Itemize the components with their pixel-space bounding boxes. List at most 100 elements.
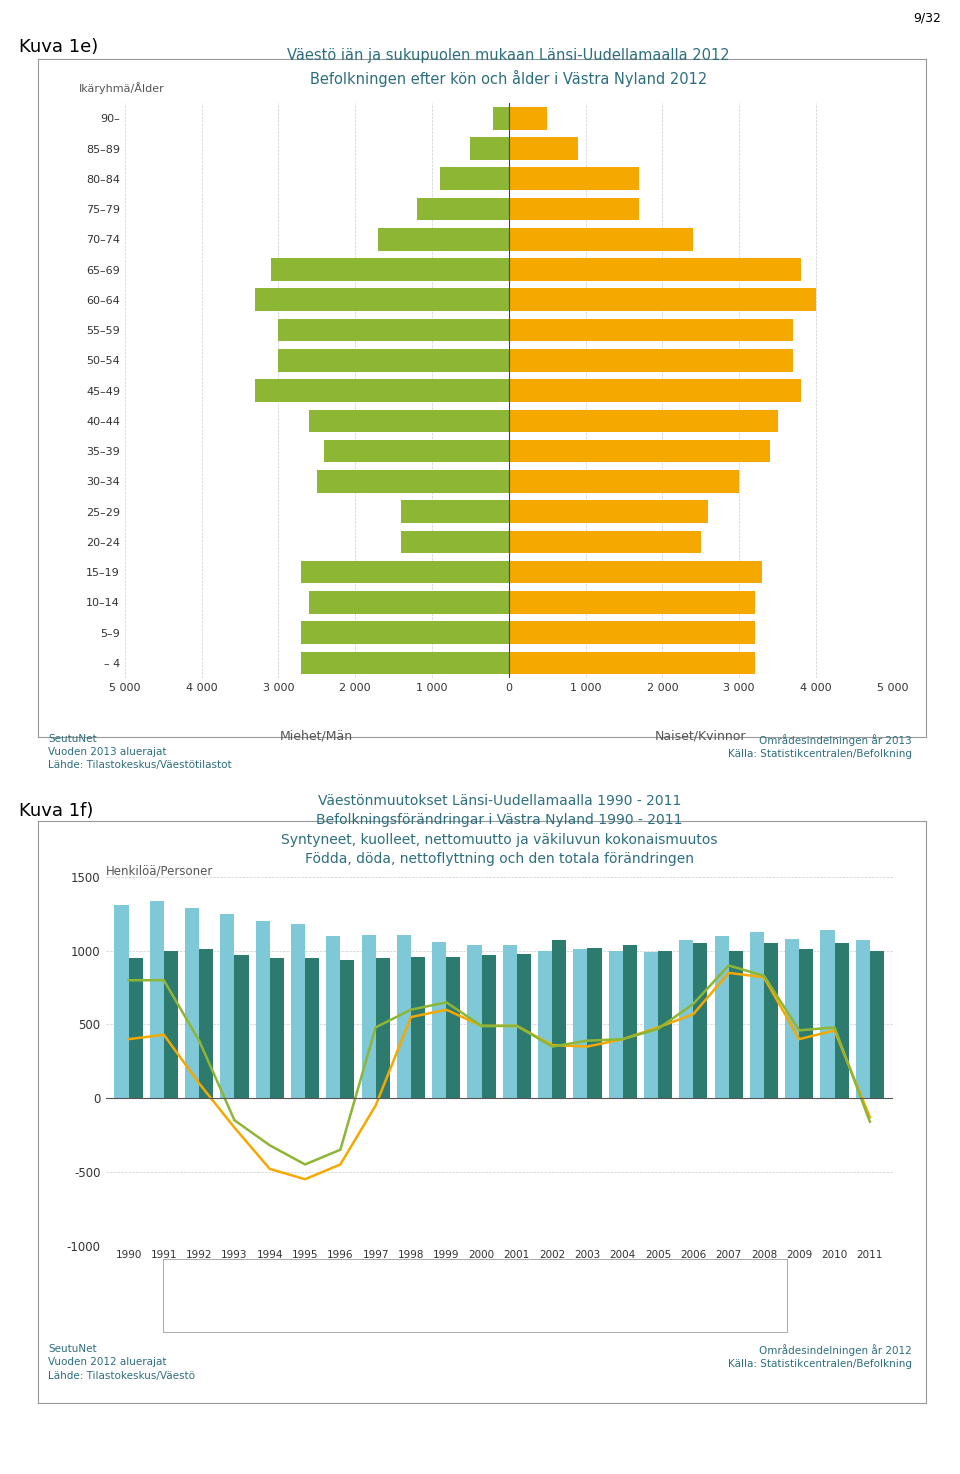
Bar (440, 168, 509, 190)
Nettomuutto/Nettoflyttning (264, 1160, 276, 1178)
Väkiluvun kokonaismuutos/Den totala förändringen (582, 1032, 593, 1049)
Nettomuutto/Nettoflyttning (228, 1119, 240, 1136)
Bar (255, 379, 509, 402)
Nettomuutto/Nettoflyttning (193, 1075, 204, 1092)
Nettomuutto/Nettoflyttning (617, 1030, 629, 1048)
Bar (417, 198, 509, 221)
Bar (164, 951, 178, 1098)
Bar (362, 935, 375, 1098)
Bar (509, 228, 693, 251)
Bar (255, 921, 270, 1098)
Bar (324, 439, 509, 463)
Nettomuutto/Nettoflyttning (511, 1017, 522, 1035)
Nettomuutto/Nettoflyttning (158, 1026, 170, 1044)
Text: Områdesindelningen år 2012
Källa: Statistikcentralen/Befolkning: Områdesindelningen år 2012 Källa: Statis… (728, 1344, 912, 1369)
Bar (538, 951, 552, 1098)
Väkiluvun kokonaismuutos/Den totala förändringen (687, 995, 699, 1013)
Bar (821, 930, 834, 1098)
Nettomuutto/Nettoflyttning (123, 1030, 134, 1048)
Bar (855, 940, 870, 1098)
Nettomuutto/Nettoflyttning (405, 1008, 417, 1026)
Väkiluvun kokonaismuutos/Den totala förändringen (652, 1020, 663, 1038)
Bar (291, 924, 305, 1098)
Line: Väkiluvun kokonaismuutos/Den totala förändringen: Väkiluvun kokonaismuutos/Den totala förä… (129, 965, 870, 1164)
Bar (509, 439, 770, 463)
Title: Väestö iän ja sukupuolen mukaan Länsi-Uudellamaalla 2012
Befolkningen efter kön : Väestö iän ja sukupuolen mukaan Länsi-Uu… (287, 47, 731, 87)
Bar (301, 652, 509, 674)
Väkiluvun kokonaismuutos/Den totala förändringen (723, 957, 734, 974)
Bar (714, 936, 729, 1098)
Bar (309, 591, 509, 613)
Text: —: — (451, 1309, 469, 1324)
Text: Syntyneet/Födda: Syntyneet/Födda (194, 1271, 289, 1279)
Bar (588, 948, 602, 1098)
Bar (693, 943, 708, 1098)
Bar (509, 108, 547, 130)
Text: Miehet/Män: Miehet/Män (280, 730, 353, 743)
Text: ■: ■ (173, 1269, 188, 1281)
Väkiluvun kokonaismuutos/Den totala förändringen (193, 1032, 204, 1049)
Text: —: — (173, 1309, 191, 1324)
Nettomuutto/Nettoflyttning (723, 964, 734, 982)
Text: Henkilöä/Personer: Henkilöä/Personer (106, 864, 213, 877)
Bar (834, 943, 849, 1098)
Väkiluvun kokonaismuutos/Den totala förändringen (300, 1156, 311, 1173)
Bar (509, 591, 755, 613)
Nettomuutto/Nettoflyttning (370, 1097, 381, 1114)
Nettomuutto/Nettoflyttning (828, 1021, 840, 1039)
Bar (271, 258, 509, 282)
Bar (301, 622, 509, 644)
Text: Områdesindelningen år 2013
Källa: Statistikcentralen/Befolkning: Områdesindelningen år 2013 Källa: Statis… (728, 734, 912, 759)
Bar (114, 905, 129, 1098)
Bar (326, 936, 341, 1098)
Bar (509, 500, 708, 523)
Bar (150, 901, 164, 1098)
Väkiluvun kokonaismuutos/Den totala förändringen (123, 971, 134, 989)
Bar (301, 560, 509, 584)
Nettomuutto/Nettoflyttning (794, 1030, 805, 1048)
Text: Kuolleet/Döda: Kuolleet/Döda (472, 1271, 550, 1279)
Bar (305, 958, 319, 1098)
Bar (503, 945, 516, 1098)
Bar (255, 289, 509, 311)
Text: SeutuNet
Vuoden 2013 aluerajat
Lähde: Tilastokeskus/Väestötilastot: SeutuNet Vuoden 2013 aluerajat Lähde: Ti… (48, 734, 231, 771)
Väkiluvun kokonaismuutos/Den totala förändringen (370, 1019, 381, 1036)
Text: Naiset/Kvinnor: Naiset/Kvinnor (655, 730, 747, 743)
Bar (509, 560, 762, 584)
Bar (278, 318, 509, 342)
Bar (750, 932, 764, 1098)
Bar (644, 952, 658, 1098)
Bar (509, 531, 701, 553)
Nettomuutto/Nettoflyttning (687, 1005, 699, 1023)
Bar (509, 137, 578, 159)
Bar (573, 949, 588, 1098)
Väkiluvun kokonaismuutos/Den totala förändringen (158, 971, 170, 989)
Bar (764, 943, 778, 1098)
Bar (516, 954, 531, 1098)
Bar (234, 955, 249, 1098)
Väkiluvun kokonaismuutos/Den totala förändringen (476, 1017, 488, 1035)
Väkiluvun kokonaismuutos/Den totala förändringen (617, 1030, 629, 1048)
Bar (509, 198, 639, 221)
Text: Väkiluvun kokonaismuutos/Den totala förändringen: Väkiluvun kokonaismuutos/Den totala förä… (472, 1312, 759, 1321)
Bar (509, 349, 793, 371)
Text: Ikäryhmä/Ålder: Ikäryhmä/Ålder (79, 83, 164, 94)
Väkiluvun kokonaismuutos/Den totala förändringen (335, 1141, 347, 1159)
Bar (309, 410, 509, 432)
Bar (729, 951, 743, 1098)
Bar (870, 951, 884, 1098)
Bar (278, 349, 509, 371)
Bar (199, 949, 213, 1098)
Bar (401, 500, 509, 523)
Väkiluvun kokonaismuutos/Den totala förändringen (511, 1017, 522, 1035)
Nettomuutto/Nettoflyttning (652, 1019, 663, 1036)
Bar (185, 908, 199, 1098)
Väkiluvun kokonaismuutos/Den totala förändringen (228, 1111, 240, 1129)
Väkiluvun kokonaismuutos/Den totala förändringen (864, 1113, 876, 1131)
Bar (800, 949, 813, 1098)
Bar (509, 168, 639, 190)
Nettomuutto/Nettoflyttning (758, 968, 770, 986)
Bar (375, 958, 390, 1098)
Bar (432, 942, 446, 1098)
Text: Nettomuutto/Nettoflyttning: Nettomuutto/Nettoflyttning (194, 1312, 347, 1321)
